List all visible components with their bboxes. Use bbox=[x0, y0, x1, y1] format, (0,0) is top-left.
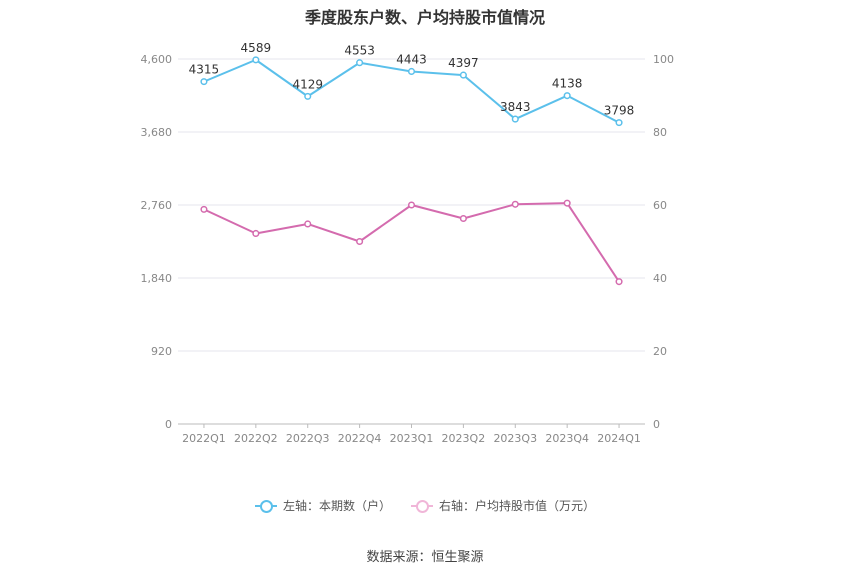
left-series-point bbox=[407, 67, 416, 76]
left-tick-label: 0 bbox=[165, 418, 172, 431]
data-label: 4397 bbox=[448, 56, 479, 70]
right-series-point bbox=[356, 237, 364, 246]
data-label: 4443 bbox=[396, 52, 427, 66]
right-series-point bbox=[407, 201, 416, 209]
data-label: 4138 bbox=[552, 77, 583, 91]
left-series-point bbox=[563, 92, 571, 100]
left-series-point bbox=[252, 56, 260, 64]
right-series-point bbox=[459, 214, 467, 223]
x-tick-label: 2023Q4 bbox=[545, 432, 589, 445]
x-tick-label: 2023Q3 bbox=[493, 432, 537, 445]
right-series-line bbox=[203, 202, 620, 283]
chart-title: 季度股东户数、户均持股市值情况 bbox=[304, 8, 545, 27]
left-series-point bbox=[511, 115, 519, 123]
left-tick-label: 3,680 bbox=[141, 126, 173, 139]
legend-item-left[interactable]: 左轴：本期数（户） bbox=[254, 497, 391, 514]
right-series-point bbox=[252, 229, 260, 238]
left-tick-label: 920 bbox=[151, 345, 172, 358]
right-tick-label: 100 bbox=[653, 53, 674, 66]
x-tick-label: 2022Q2 bbox=[234, 432, 278, 445]
left-tick-label: 1,840 bbox=[141, 272, 173, 285]
data-label: 4315 bbox=[189, 63, 220, 77]
legend-right-label: 右轴：户均持股市值（万元） bbox=[439, 499, 596, 513]
right-tick-label: 80 bbox=[653, 126, 667, 139]
left-series-point bbox=[356, 59, 364, 67]
left-series-point bbox=[304, 92, 312, 100]
x-tick-label: 2022Q1 bbox=[182, 432, 226, 445]
right-tick-label: 60 bbox=[653, 199, 667, 212]
legend-item-right[interactable]: 右轴：户均持股市值（万元） bbox=[411, 497, 595, 514]
x-tick-label: 2023Q1 bbox=[390, 432, 434, 445]
x-tick-label: 2022Q4 bbox=[338, 432, 382, 445]
data-label: 4553 bbox=[344, 44, 375, 58]
right-series-point bbox=[511, 200, 519, 208]
data-label: 4129 bbox=[292, 77, 323, 91]
x-tick-label: 2024Q1 bbox=[597, 432, 641, 445]
right-series-point bbox=[563, 199, 571, 207]
data-label: 4589 bbox=[241, 41, 272, 55]
legend: 左轴：本期数（户） 右轴：户均持股市值（万元） bbox=[0, 497, 850, 514]
left-tick-label: 2,760 bbox=[141, 199, 173, 212]
data-label: 3843 bbox=[500, 100, 531, 114]
left-series-point bbox=[200, 78, 208, 86]
x-tick-label: 2022Q3 bbox=[286, 432, 330, 445]
left-tick-label: 4,600 bbox=[141, 53, 173, 66]
right-tick-label: 20 bbox=[653, 345, 667, 358]
right-series-point bbox=[304, 220, 312, 228]
legend-right-line-icon bbox=[411, 499, 433, 513]
data-label: 3798 bbox=[604, 104, 635, 118]
legend-left-label: 左轴：本期数（户） bbox=[282, 499, 391, 513]
x-tick-label: 2023Q2 bbox=[442, 432, 486, 445]
left-series-point bbox=[459, 71, 467, 79]
legend-left-line-icon bbox=[254, 499, 277, 513]
left-series-point bbox=[615, 119, 623, 127]
right-series-point bbox=[615, 278, 623, 286]
right-series-point bbox=[200, 205, 208, 213]
right-tick-label: 0 bbox=[653, 418, 660, 431]
right-tick-label: 40 bbox=[653, 272, 667, 285]
data-source: 数据来源：恒生聚源 bbox=[366, 550, 484, 565]
